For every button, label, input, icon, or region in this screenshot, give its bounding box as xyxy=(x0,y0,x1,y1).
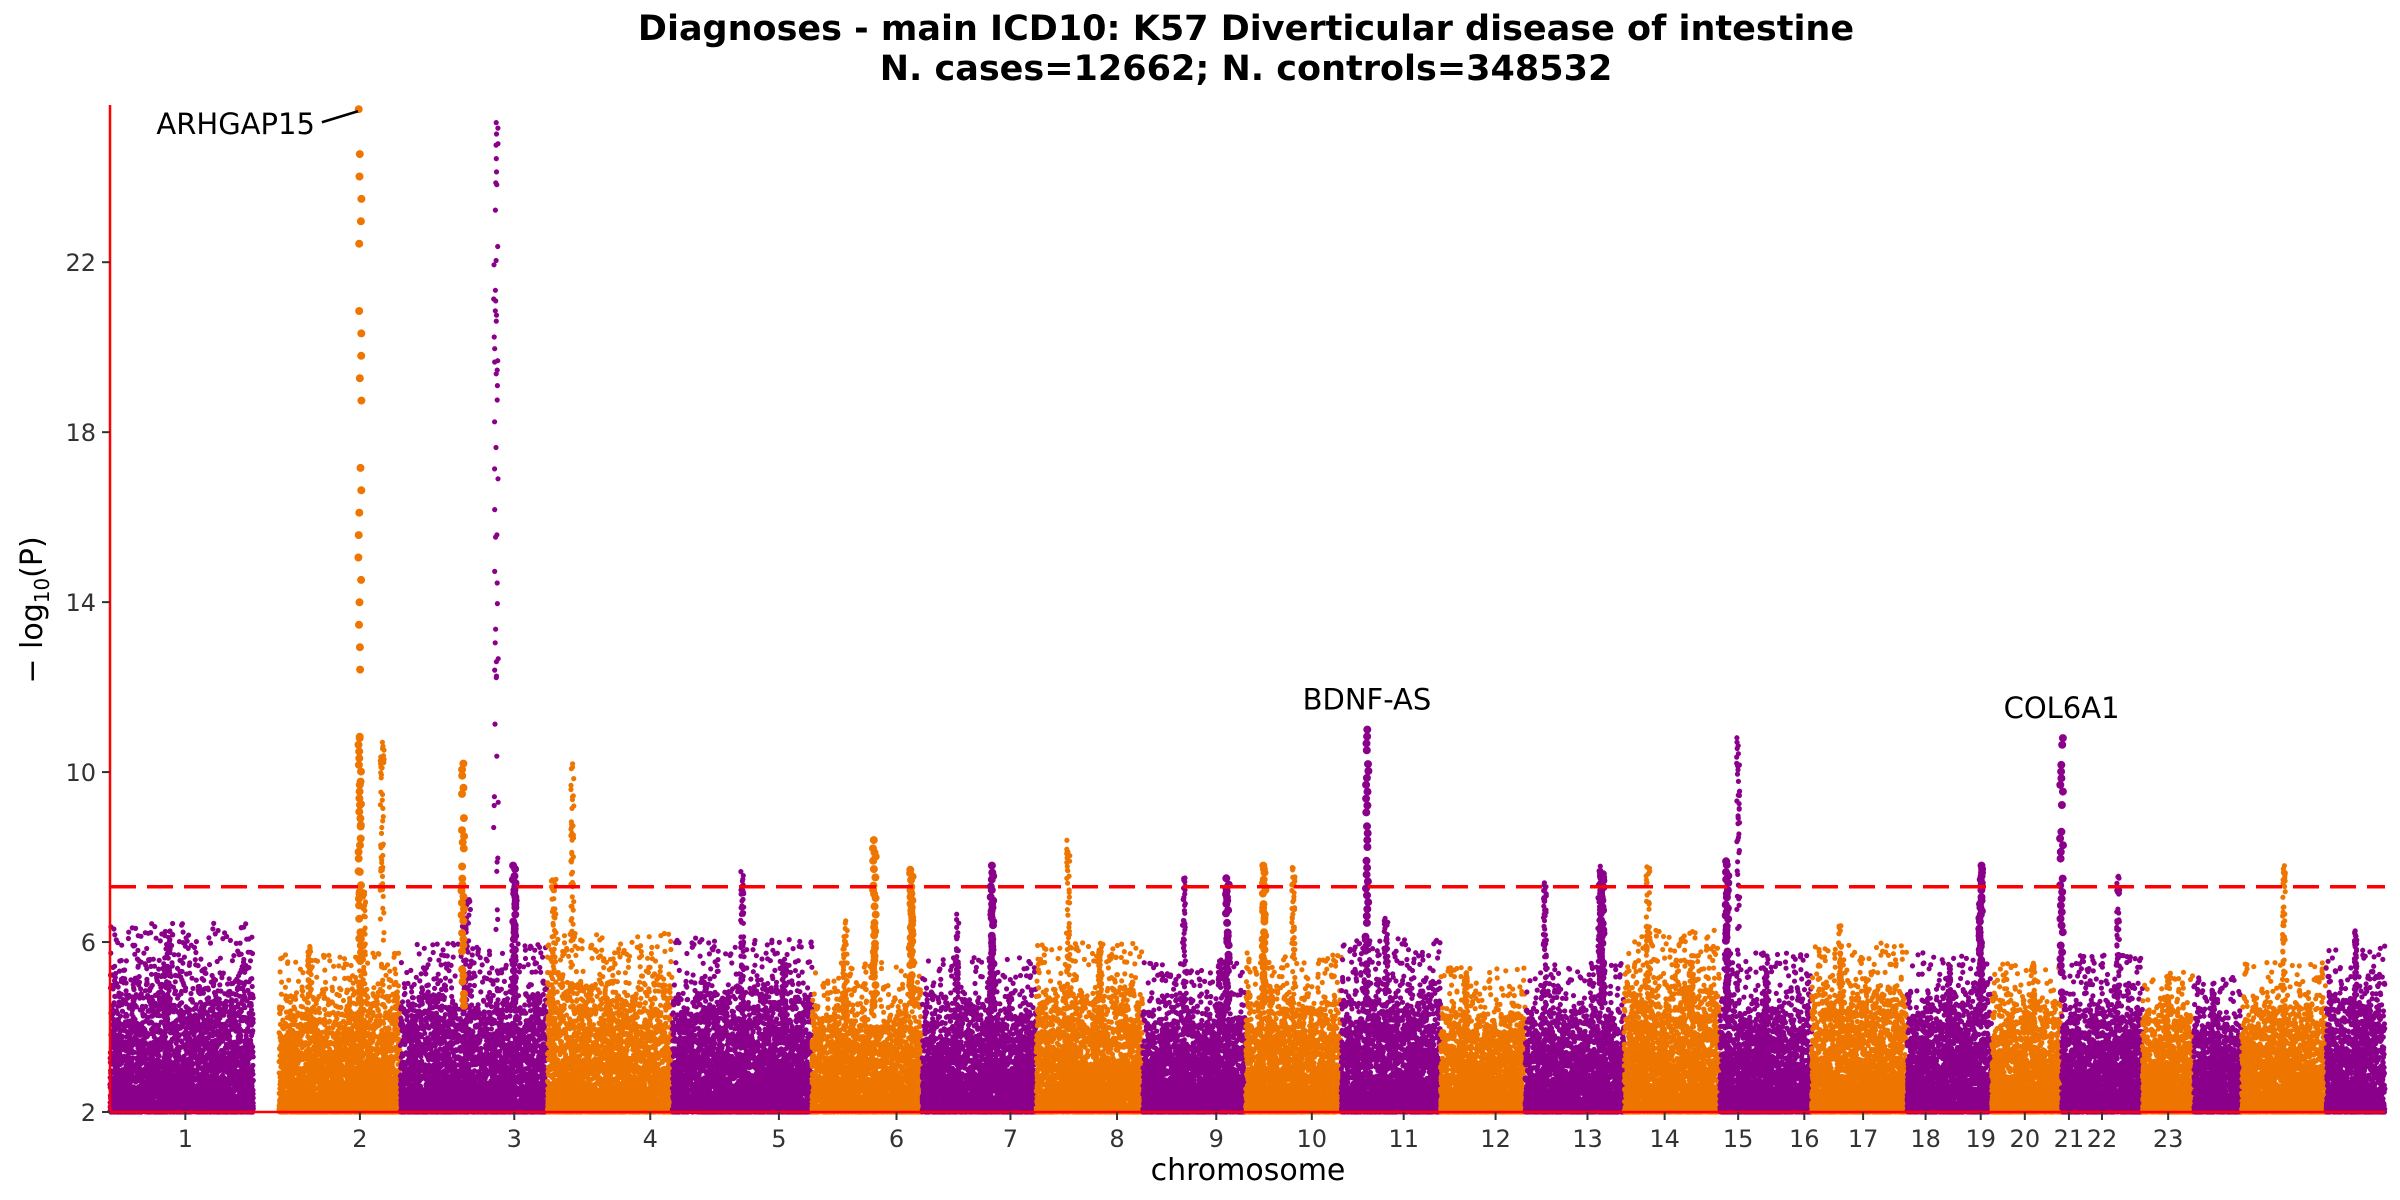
chromosome-20-points xyxy=(2139,969,2197,1115)
significant-hit-chr13-10 xyxy=(1596,870,1608,1007)
x-tick-label-18: 18 xyxy=(1910,1125,1941,1153)
x-tick-label-7: 7 xyxy=(1003,1125,1018,1153)
x-tick-label-4: 4 xyxy=(643,1125,658,1153)
x-tick-label-20: 20 xyxy=(2010,1125,2041,1153)
chart-subtitle: N. cases=12662; N. controls=348532 xyxy=(880,49,1613,89)
significant-hit-chr10-8 xyxy=(1258,861,1270,1007)
chromosome-8-points xyxy=(1033,837,1146,1115)
chromosome-4-points xyxy=(544,761,675,1115)
y-tick-label-10: 10 xyxy=(65,759,96,787)
significant-hit-chr6-5 xyxy=(905,865,917,1007)
x-tick-label-10: 10 xyxy=(1297,1125,1328,1153)
x-tick-label-1: 1 xyxy=(178,1125,193,1153)
y-axis-label-subscript: 10 xyxy=(30,578,54,603)
annotation-leader-line xyxy=(321,110,359,124)
x-tick-label-15: 15 xyxy=(1723,1125,1754,1153)
x-tick-label-21: 21 xyxy=(2054,1125,2085,1153)
y-tick-label-18: 18 xyxy=(65,419,96,447)
chromosome-6-points xyxy=(809,918,925,1115)
significant-points xyxy=(354,105,2067,1010)
annotation-arhgap15: ARHGAP15 xyxy=(156,107,315,141)
x-tick-label-12: 12 xyxy=(1480,1125,1511,1153)
x-tick-label-17: 17 xyxy=(1848,1125,1879,1153)
gene-annotations: ARHGAP15 BDNF-AS COL6A1 xyxy=(156,107,2119,725)
chromosome-22-points xyxy=(2239,863,2329,1115)
chromosome-11-points xyxy=(1338,915,1443,1115)
x-tick-label-3: 3 xyxy=(507,1125,522,1153)
y-axis-ticks: 2 6 10 14 18 22 xyxy=(65,249,110,1127)
significant-hit-chr19-12 xyxy=(1975,861,1987,1010)
x-tick-label-9: 9 xyxy=(1209,1125,1224,1153)
significant-hit-chr7-6 xyxy=(986,861,998,1010)
chromosome-21-points xyxy=(2191,974,2245,1115)
significant-hit-chr11-9 xyxy=(1361,725,1373,1003)
chromosome-18-points xyxy=(1989,960,2065,1115)
x-tick-label-8: 8 xyxy=(1109,1125,1124,1153)
chromosome-1-points xyxy=(107,920,256,1115)
chart-title: Diagnoses - main ICD10: K57 Diverticular… xyxy=(638,9,1854,49)
x-tick-label-5: 5 xyxy=(771,1125,786,1153)
annotation-bdnf-as: BDNF-AS xyxy=(1303,683,1432,717)
chromosome-2-points xyxy=(276,739,403,1115)
x-tick-label-19: 19 xyxy=(1965,1125,1996,1153)
x-tick-label-2: 2 xyxy=(352,1125,367,1153)
x-tick-label-22: 22 xyxy=(2087,1125,2118,1153)
significant-hit-chr21-13 xyxy=(2056,734,2067,1004)
y-tick-label-22: 22 xyxy=(65,249,96,277)
y-tick-label-14: 14 xyxy=(65,589,96,617)
x-axis-label: chromosome xyxy=(1151,1153,1346,1188)
x-tick-label-6: 6 xyxy=(889,1125,904,1153)
chromosome-3-points xyxy=(397,119,550,1115)
chromosome-19-points xyxy=(2059,873,2146,1115)
chromosome-23-points xyxy=(2323,928,2388,1115)
chromosome-7-points xyxy=(919,911,1039,1115)
significant-hit-chr3-3 xyxy=(508,861,520,1007)
chromosome-5-points xyxy=(669,868,815,1115)
significant-hit-chr9-7 xyxy=(1222,874,1233,1010)
chromosome-15-points xyxy=(1717,735,1815,1115)
chromosome-9-points xyxy=(1140,875,1249,1115)
chromosome-14-points xyxy=(1621,864,1723,1115)
y-axis-label: − log10(P) xyxy=(15,536,54,683)
y-axis-label-tail: (P) xyxy=(15,536,50,578)
x-axis-ticks: 1 2 3 4 5 6 7 8 9 10 11 12 13 14 15 16 17 18 19 20 21 22 23 xyxy=(178,1112,2184,1153)
chromosome-17-points xyxy=(1904,950,1995,1115)
y-tick-label-2: 2 xyxy=(81,1099,96,1127)
x-tick-label-14: 14 xyxy=(1649,1125,1680,1153)
x-tick-label-16: 16 xyxy=(1789,1125,1820,1153)
x-tick-label-13: 13 xyxy=(1572,1125,1603,1153)
significant-hit-chr15-11 xyxy=(1721,857,1733,1010)
chromosome-10-points xyxy=(1243,864,1344,1115)
chromosome-16-points xyxy=(1809,923,1910,1115)
y-tick-label-6: 6 xyxy=(81,929,96,957)
x-tick-label-23: 23 xyxy=(2153,1125,2184,1153)
chromosome-12-points xyxy=(1438,965,1528,1115)
x-tick-label-11: 11 xyxy=(1388,1125,1419,1153)
annotation-col6a1: COL6A1 xyxy=(2004,691,2120,725)
significant-hit-chr6-4 xyxy=(869,836,880,1010)
y-axis-label-main: − log xyxy=(15,603,50,683)
significant-hit-chr2-2 xyxy=(457,759,469,1010)
